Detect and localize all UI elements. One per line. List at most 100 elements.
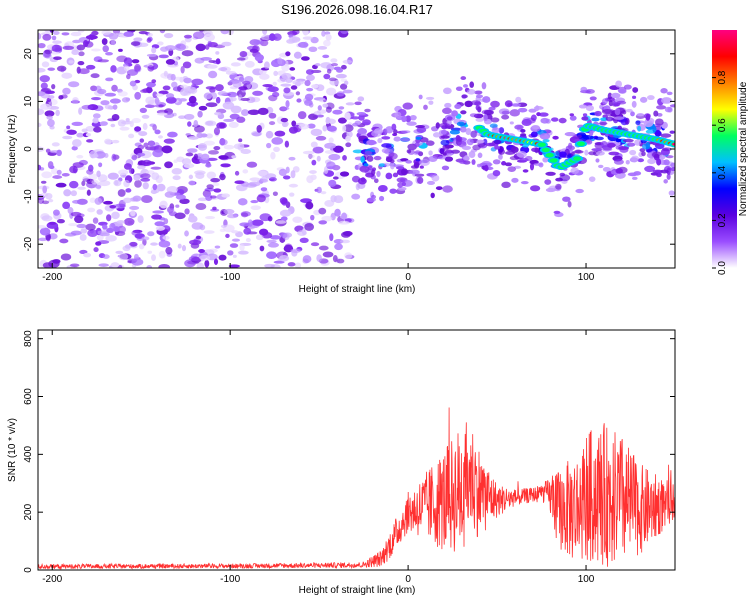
- spectrogram-cell: [134, 179, 142, 188]
- spectrogram-cell: [97, 59, 110, 63]
- spectrogram-cell: [336, 91, 345, 97]
- spectrogram-cell: [273, 260, 285, 264]
- spectrogram-cell: [611, 103, 619, 107]
- spectrogram-cell: [42, 185, 48, 194]
- spectrogram-cell: [419, 165, 424, 169]
- spectrogram-cell: [610, 92, 621, 99]
- spectrogram-cell: [178, 98, 188, 102]
- spectrogram-cell: [323, 166, 329, 174]
- spectrogram-cell: [444, 156, 454, 162]
- spectrogram-cell: [129, 241, 138, 247]
- spectrogram-cell: [285, 78, 293, 83]
- spectrogram-cell: [328, 179, 337, 187]
- spectrogram-cell: [321, 215, 333, 222]
- spectrogram-cell: [328, 153, 341, 161]
- spectrogram-ridge-cell: [577, 141, 586, 147]
- spectrogram-ridge-cell: [541, 147, 550, 153]
- spectrogram-cell: [246, 161, 258, 168]
- spectrogram-ridge-cell: [549, 158, 558, 163]
- spectrogram-cell: [85, 132, 92, 137]
- spectrogram-cell: [207, 64, 218, 69]
- snr-y-label: SNR (10 * v/v): [7, 418, 18, 482]
- spectrogram-cell: [215, 96, 221, 104]
- spectrogram-cell: [332, 109, 343, 115]
- spectrogram-cell: [280, 106, 290, 111]
- spectrogram-cell: [306, 74, 315, 81]
- spectrogram-cell: [366, 139, 377, 146]
- spectrogram-cell: [42, 262, 53, 268]
- spectrogram-cell: [40, 180, 47, 184]
- snr-x-tick-label: -200: [42, 574, 62, 585]
- spectrogram-x-tick-label: -200: [42, 272, 62, 283]
- spectrogram-cell: [288, 156, 296, 161]
- snr-y-tick-label: 400: [23, 446, 34, 463]
- spectrogram-cell: [77, 30, 85, 33]
- spectrogram-cell: [665, 155, 674, 159]
- colorbar-scale: [712, 30, 737, 268]
- spectrogram-cell: [171, 168, 183, 175]
- spectrogram-cell: [92, 113, 101, 119]
- spectrogram-cell: [97, 88, 107, 95]
- spectrogram-cell: [111, 84, 118, 92]
- spectrogram-cell: [475, 104, 480, 111]
- spectrogram-cell: [511, 103, 522, 107]
- spectrogram-cell: [490, 100, 500, 108]
- spectrogram-cell: [185, 152, 194, 157]
- spectrogram-cell: [70, 230, 82, 236]
- snr-series-line: [38, 407, 675, 570]
- spectrogram-cell: [47, 119, 55, 127]
- spectrogram-cell: [197, 143, 208, 151]
- spectrogram-cell: [141, 195, 153, 204]
- spectrogram-cell: [223, 208, 235, 215]
- spectrogram-cell: [552, 135, 559, 140]
- spectrogram-cell: [270, 151, 276, 160]
- spectrogram-cell: [401, 181, 407, 187]
- spectrogram-cell: [208, 70, 218, 79]
- spectrogram-cell: [475, 117, 484, 122]
- spectrogram-cell: [130, 41, 141, 47]
- spectrogram-cell: [279, 209, 292, 217]
- spectrogram-cell: [425, 96, 435, 100]
- spectrogram-cell: [152, 183, 158, 191]
- spectrogram-cell: [45, 192, 53, 200]
- spectrogram-cell: [631, 100, 637, 108]
- spectrogram-cell: [66, 129, 77, 135]
- spectrogram-cell: [567, 200, 572, 208]
- spectrogram-cell: [287, 262, 296, 267]
- spectrogram-cell: [371, 169, 376, 176]
- spectrogram-cell: [162, 85, 171, 91]
- spectrogram-cell: [251, 219, 264, 226]
- spectrogram-cell: [165, 96, 177, 104]
- spectrogram-cell: [661, 97, 672, 104]
- spectrogram-cell: [460, 110, 467, 115]
- spectrogram-cell: [266, 251, 277, 259]
- spectrogram-cell: [39, 75, 50, 83]
- spectrogram-cell: [139, 107, 147, 113]
- spectrogram-cell: [293, 51, 302, 59]
- spectrogram-cell: [444, 144, 454, 149]
- spectrogram-cell: [316, 114, 324, 118]
- spectrogram-cell: [183, 77, 192, 84]
- spectrogram-cell: [284, 140, 290, 148]
- spectrogram-cell: [51, 44, 61, 52]
- spectrogram-cell: [116, 55, 128, 63]
- spectrogram-cell: [85, 223, 96, 231]
- spectrogram-cell: [616, 100, 627, 105]
- spectrogram-cell: [280, 83, 292, 87]
- spectrogram-cell: [83, 252, 92, 258]
- spectrogram-cell: [56, 169, 62, 175]
- spectrogram-cell: [318, 220, 328, 225]
- spectrogram-cell: [92, 154, 99, 158]
- spectrogram-cell: [476, 163, 482, 168]
- spectrogram-cell: [323, 39, 331, 47]
- spectrogram-cell: [81, 104, 94, 110]
- spectrogram-cell: [562, 196, 571, 202]
- spectrogram-cell: [204, 259, 210, 268]
- spectrogram-cell: [48, 221, 57, 225]
- spectrogram-cell: [596, 150, 605, 156]
- spectrogram-cell: [222, 101, 235, 110]
- spectrogram-cell: [53, 56, 62, 60]
- snr-y-tick-label: 800: [23, 330, 34, 347]
- spectrogram-cell: [123, 31, 134, 37]
- spectrogram-cell: [440, 139, 450, 146]
